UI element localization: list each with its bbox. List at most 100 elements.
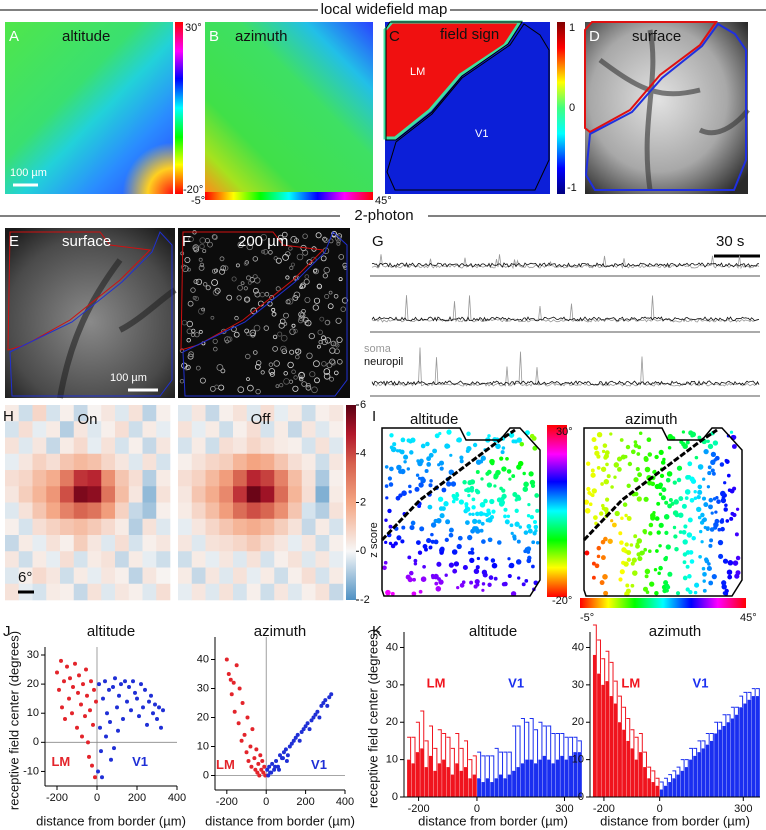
cell-dot	[709, 527, 715, 532]
error-bar	[516, 725, 521, 768]
cell-dot	[619, 569, 625, 575]
roi	[226, 294, 233, 301]
point	[85, 693, 89, 698]
cell-dot	[654, 516, 660, 521]
cell-dot	[701, 566, 706, 571]
heat-cell	[191, 486, 206, 503]
roi	[336, 358, 343, 365]
cell-dot	[497, 540, 502, 545]
cell-dot	[429, 479, 433, 483]
bar	[684, 767, 689, 797]
roi	[304, 296, 311, 303]
heat-cell	[191, 470, 206, 487]
heat-cell	[73, 535, 88, 552]
heat-cell	[205, 437, 220, 455]
heat-cell	[260, 502, 275, 520]
roi	[329, 347, 336, 354]
heat-cell	[115, 437, 130, 455]
point	[55, 670, 59, 675]
point	[108, 719, 112, 724]
lm-outline	[180, 231, 325, 351]
heat-cell	[32, 405, 47, 422]
heat-cell	[219, 535, 234, 552]
error-bar	[569, 736, 574, 756]
cell-dot	[685, 564, 690, 569]
panel-title: 200 µm	[238, 233, 288, 250]
error-bar	[592, 624, 597, 655]
heat-cell	[156, 421, 171, 438]
cell-dot	[697, 484, 703, 490]
cell-dot	[437, 496, 444, 502]
cell-dot	[532, 519, 538, 525]
roi	[312, 304, 319, 311]
roi	[262, 249, 269, 255]
y-tick-label: 40	[386, 641, 398, 653]
y-tick-label: 10	[27, 707, 39, 719]
roi	[268, 362, 274, 367]
error-bar	[609, 661, 614, 697]
point	[255, 770, 260, 775]
heat-cell	[101, 405, 116, 422]
heat-cell	[178, 486, 193, 503]
panel-letter: B	[209, 28, 219, 45]
cell-dot	[534, 493, 540, 498]
heat-cell	[60, 535, 75, 552]
roi	[179, 379, 185, 384]
error-bar	[525, 721, 530, 760]
roi	[293, 291, 301, 299]
bar	[516, 767, 521, 797]
error-bar	[726, 714, 731, 723]
point	[92, 687, 96, 692]
area-label: V1	[475, 128, 488, 140]
heat-cell	[5, 518, 20, 536]
heat-cell	[115, 535, 130, 552]
cell-dot	[626, 516, 632, 521]
bar	[714, 733, 719, 797]
surface-image	[585, 22, 748, 194]
cell-dot	[588, 502, 593, 507]
cell-dot	[672, 525, 677, 530]
point	[119, 682, 123, 687]
heat-cell	[115, 405, 130, 422]
roi	[305, 384, 312, 391]
cell-dot	[694, 582, 700, 588]
error-bar	[697, 740, 702, 753]
error-bar	[494, 747, 499, 779]
colorbar-label: -1	[567, 182, 577, 194]
heat-cell	[60, 453, 75, 471]
panel-title: surface	[62, 233, 111, 250]
colorbar-label: 45°	[740, 612, 757, 624]
roi	[298, 311, 305, 318]
heat-cell	[191, 583, 206, 601]
roi	[269, 294, 275, 300]
heat-cell	[87, 535, 102, 552]
series-label: LM	[51, 754, 70, 769]
heat-cell	[156, 535, 171, 552]
roi	[212, 338, 218, 344]
cell-dot	[475, 565, 480, 570]
bar	[597, 673, 601, 797]
cell-dot	[475, 459, 482, 465]
cell-dot	[646, 437, 652, 443]
panel-title: altitude	[410, 411, 458, 428]
heat-cell	[219, 502, 234, 520]
cell-dot	[685, 475, 690, 480]
error-bar	[693, 747, 698, 756]
cell-dot	[427, 504, 433, 510]
charts: altitude distance from border (µm) recepti…	[6, 623, 760, 828]
x-tick-label: 0	[474, 803, 480, 815]
heat-cell	[32, 470, 47, 487]
heat-cell	[5, 567, 20, 585]
x-tick-label: 200	[296, 796, 314, 808]
heat-cell	[156, 486, 171, 503]
series-label: V1	[693, 675, 709, 690]
map-outline	[583, 427, 743, 597]
cell-dot	[685, 587, 690, 592]
roi	[278, 322, 285, 329]
cell-dot	[475, 511, 480, 517]
error-bar	[490, 755, 495, 783]
roi	[255, 388, 261, 395]
cell-dot	[406, 438, 411, 443]
point	[254, 747, 259, 752]
bar	[751, 696, 756, 797]
